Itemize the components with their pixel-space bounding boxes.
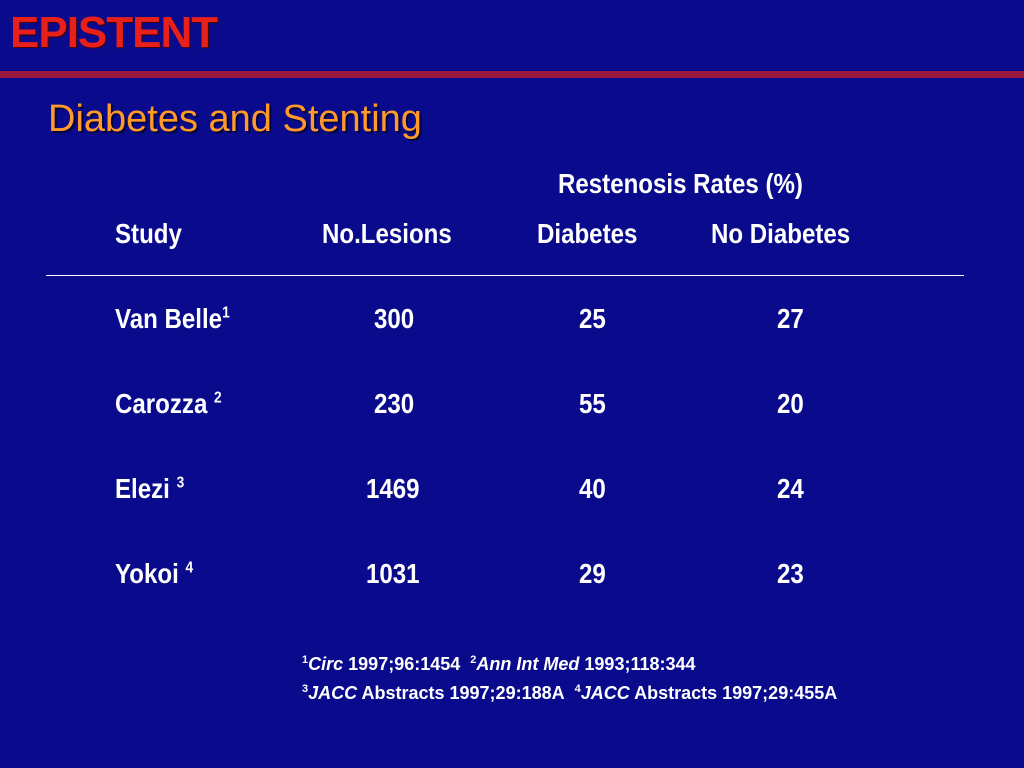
table-divider xyxy=(46,275,964,276)
diabetes-value: 29 xyxy=(579,558,606,589)
lesions-value: 1031 xyxy=(366,558,420,589)
slide-title: Diabetes and Stenting xyxy=(48,98,422,140)
reference-journal: JACC xyxy=(308,683,358,703)
reference-citation: 1993;118:344 xyxy=(584,654,696,674)
references-line-1: 1Circ 1997;96:1454 2Ann Int Med 1993;118… xyxy=(302,654,696,675)
table-row-study: Elezi 3 xyxy=(115,473,184,505)
no-diabetes-value: 24 xyxy=(777,473,804,504)
reference-citation: Abstracts 1997;29:188A xyxy=(361,683,565,703)
no-diabetes-value: 27 xyxy=(777,303,804,334)
lesions-value: 1469 xyxy=(366,473,420,504)
reference-number: 2 xyxy=(470,654,477,666)
diabetes-value: 55 xyxy=(579,388,606,419)
reference-number: 3 xyxy=(302,683,309,695)
header-divider xyxy=(0,71,1024,78)
reference-marker: 4 xyxy=(185,559,194,577)
diabetes-value: 40 xyxy=(579,473,606,504)
diabetes-value: 25 xyxy=(579,303,606,334)
study-name: Yokoi xyxy=(115,558,179,589)
lesions-value: 300 xyxy=(374,303,415,334)
reference-number: 1 xyxy=(302,654,309,666)
top-bar: EPISTENT xyxy=(0,0,1024,70)
no-diabetes-value: 23 xyxy=(777,558,804,589)
reference-number: 4 xyxy=(574,683,581,695)
column-header-diabetes: Diabetes xyxy=(537,218,638,249)
reference-marker: 3 xyxy=(176,474,185,492)
table-row-study: Van Belle1 xyxy=(115,303,230,335)
brand-title: EPISTENT xyxy=(10,8,218,57)
reference-marker: 2 xyxy=(214,389,222,407)
references-line-2: 3JACC Abstracts 1997;29:188A 4JACC Abstr… xyxy=(302,683,837,704)
group-header-restenosis: Restenosis Rates (%) xyxy=(558,168,803,199)
reference-citation: Abstracts 1997;29:455A xyxy=(634,683,838,703)
column-header-study: Study xyxy=(115,218,182,249)
column-header-no-diabetes: No Diabetes xyxy=(711,218,851,249)
reference-journal: Circ xyxy=(308,654,344,674)
study-name: Carozza xyxy=(115,388,208,419)
lesions-value: 230 xyxy=(374,388,415,419)
no-diabetes-value: 20 xyxy=(777,388,804,419)
column-header-lesions: No.Lesions xyxy=(322,218,452,249)
study-name: Van Belle xyxy=(115,303,223,334)
table-row-study: Yokoi 4 xyxy=(115,558,193,590)
reference-citation: 1997;96:1454 xyxy=(348,654,461,674)
reference-marker: 1 xyxy=(222,304,230,322)
study-name: Elezi xyxy=(115,473,170,504)
table-row-study: Carozza 2 xyxy=(115,388,222,420)
reference-journal: JACC xyxy=(580,683,630,703)
reference-journal: Ann Int Med xyxy=(476,654,580,674)
